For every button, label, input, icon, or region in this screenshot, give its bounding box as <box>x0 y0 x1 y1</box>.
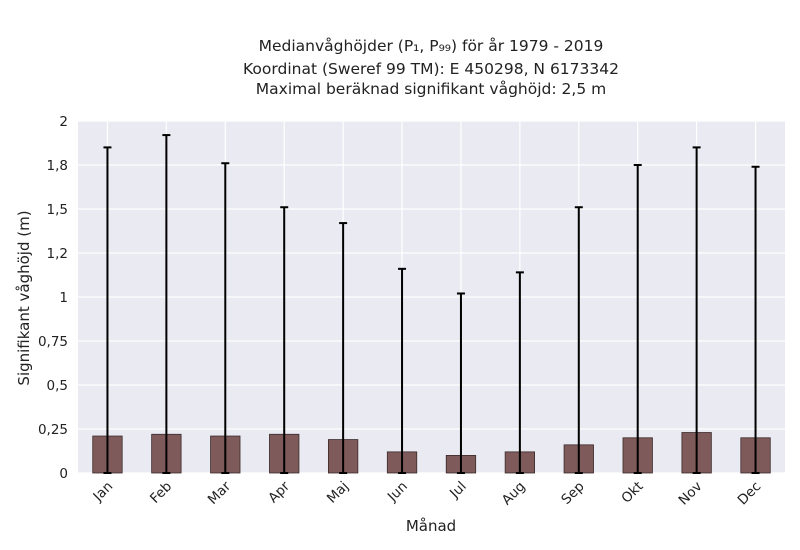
x-tick-label: Jul <box>446 479 470 503</box>
x-tick-label: Okt <box>618 479 646 507</box>
y-tick-label: 0 <box>59 466 68 482</box>
error-bar <box>103 146 112 474</box>
y-tick-label: 0,75 <box>38 334 68 350</box>
error-bar <box>339 222 348 474</box>
x-tick-label: Apr <box>265 478 293 506</box>
x-tick-label: Maj <box>324 479 352 507</box>
chart-title-line-3: Maximal beräknad signifikant våghöjd: 2,… <box>256 80 606 98</box>
x-tick-label: Mar <box>205 478 235 508</box>
y-tick-labels: 0 0,25 0,5 0,75 1 1,2 1,5 1,8 2 <box>38 114 68 482</box>
x-tick-label: Sep <box>558 479 587 508</box>
x-tick-labels: Jan Feb Mar Apr Maj Jun Jul Aug Sep Okt Nov Dec <box>90 478 765 508</box>
y-tick-label: 1,8 <box>47 158 68 174</box>
chart-title-line-2: Koordinat (Sweref 99 TM): E 450298, N 61… <box>243 60 619 78</box>
y-tick-label: 1 <box>59 290 68 306</box>
error-bar <box>280 206 289 474</box>
x-tick-label: Nov <box>676 479 706 509</box>
y-tick-label: 2 <box>59 114 68 130</box>
x-tick-label: Dec <box>735 479 765 509</box>
x-tick-label: Feb <box>147 479 175 507</box>
y-tick-label: 1,2 <box>47 246 68 262</box>
chart-title-line-1: Medianvåghöjder (P₁, P₉₉) för år 1979 - … <box>259 37 604 55</box>
y-tick-label: 0,5 <box>47 378 68 394</box>
y-tick-label: 1,5 <box>47 202 68 218</box>
x-tick-label: Aug <box>499 479 529 509</box>
x-axis-label: Månad <box>406 517 456 535</box>
error-bar <box>574 206 583 474</box>
error-bar <box>221 162 230 474</box>
error-bar <box>398 267 407 474</box>
error-bar <box>692 146 701 474</box>
error-bar <box>633 164 642 474</box>
error-bar <box>515 271 524 474</box>
error-bar <box>162 134 171 474</box>
y-tick-label: 0,25 <box>38 422 68 438</box>
x-tick-label: Jun <box>384 479 411 506</box>
y-axis-label: Signifikant våghöjd (m) <box>15 210 33 385</box>
error-bar <box>751 165 760 474</box>
x-tick-label: Jan <box>90 479 117 506</box>
error-bars <box>103 134 760 474</box>
error-bar <box>456 292 465 474</box>
